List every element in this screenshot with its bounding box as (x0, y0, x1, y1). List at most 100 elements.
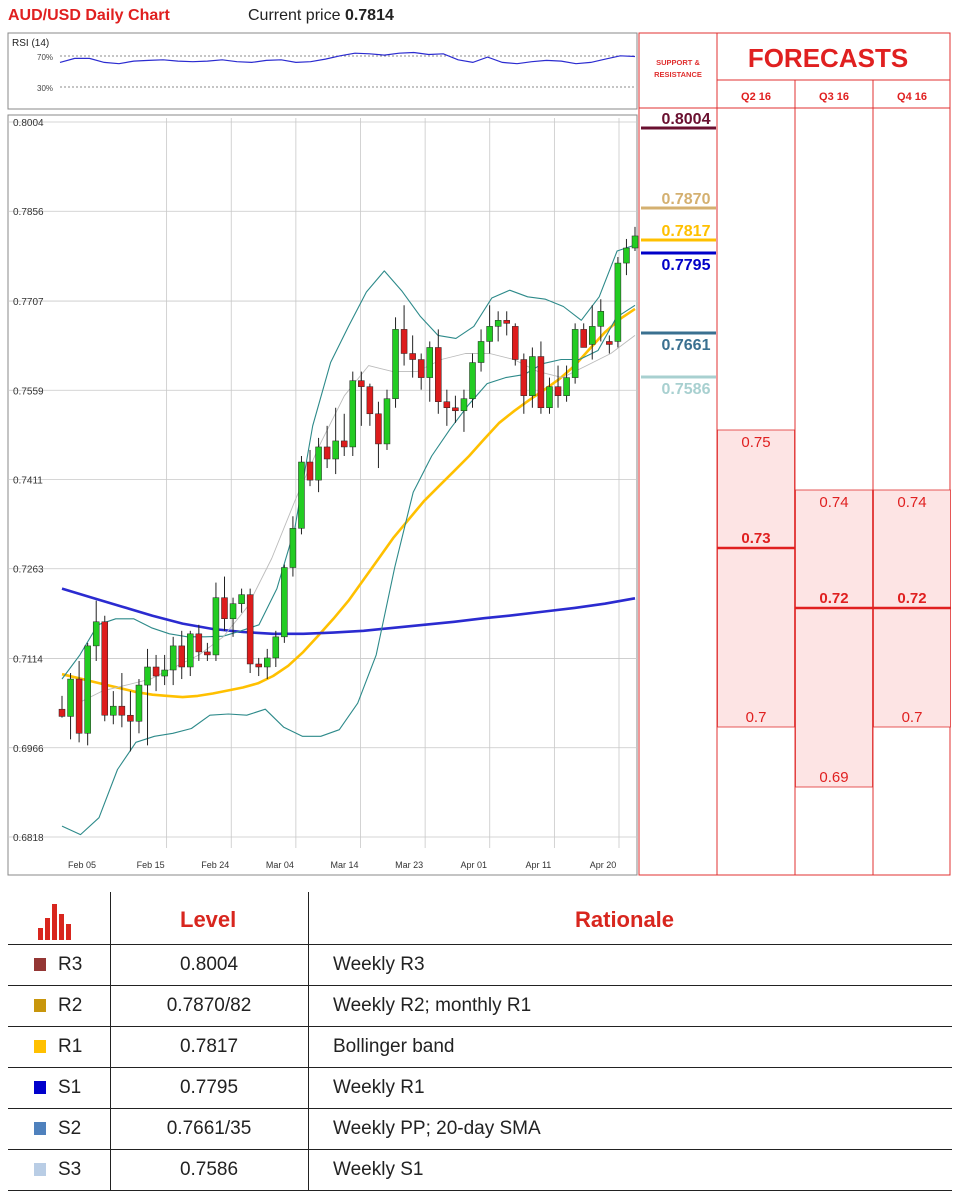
candle-body (606, 341, 613, 345)
candle-body (323, 446, 331, 460)
current-price-label: Current price (248, 7, 341, 24)
candle-body (264, 657, 271, 668)
sr-panel (638, 32, 718, 876)
level-color-swatch (34, 1040, 46, 1053)
sr-levels: 0.8004 0.7870 0.7817 0.7795 0.7661 0.7586 (641, 111, 716, 398)
candle-body (195, 633, 203, 653)
candle-body (92, 621, 100, 647)
candle-body (580, 329, 587, 348)
forecast-mid-label: 0.73 (741, 530, 770, 547)
y-tick-label: 0.7856 (13, 207, 44, 218)
x-tick-label: Feb 24 (201, 860, 229, 870)
table-row: R2 0.7870/82 Weekly R2; monthly R1 (8, 985, 952, 1027)
candle-body (332, 440, 339, 460)
candle-body (563, 377, 570, 396)
candle-body (289, 528, 297, 568)
candle-body (315, 446, 322, 481)
candle-body (298, 461, 305, 529)
forecast-quarter-label: Q4 16 (897, 91, 927, 103)
candle-body (383, 398, 391, 445)
candles (58, 226, 639, 752)
table-row: S3 0.7586 Weekly S1 (8, 1149, 952, 1191)
candle-body (392, 329, 399, 399)
candle-body (597, 311, 605, 327)
candle-body (161, 669, 168, 677)
y-tick-label: 0.7707 (13, 297, 44, 308)
forecast-high-label: 0.74 (897, 494, 926, 511)
candle-body (58, 708, 66, 717)
candle-body (571, 329, 579, 378)
forecast-quarter-label: Q3 16 (819, 91, 849, 103)
candle-body (537, 356, 545, 409)
level-swatch-cell (34, 1108, 46, 1149)
candle-body (375, 413, 382, 445)
header-rationale: Rationale (575, 907, 675, 932)
current-price-value: 0.7814 (344, 7, 394, 24)
level-color-swatch (34, 999, 46, 1012)
x-axis-ticks: Feb 05 Feb 15 Feb 24 Mar 04 Mar 14 Mar 23 Apr … (68, 860, 616, 870)
bar-chart-icon (38, 904, 78, 940)
forecast-columns: Q2 16 0.75 0.73 0.7 Q3 16 0.74 0.72 0.69 Q4 16 0.… (717, 91, 951, 788)
candle-body (494, 320, 502, 327)
forecast-quarter-label: Q2 16 (741, 91, 771, 103)
candle-body (84, 645, 91, 734)
forecast-low-label: 0.69 (819, 769, 848, 786)
forecast-high-label: 0.75 (741, 434, 770, 451)
forecast-low-label: 0.7 (902, 709, 923, 726)
level-color-swatch (34, 958, 46, 971)
candle-body (306, 461, 314, 481)
candle-body (272, 636, 280, 659)
candle-body (255, 663, 262, 668)
x-tick-label: Feb 05 (68, 860, 96, 870)
candle-body (417, 359, 425, 378)
table-header: Level Rationale (8, 892, 952, 945)
price-grid (8, 118, 637, 848)
sr-level-label: 0.7586 (662, 381, 711, 398)
candle-body (546, 386, 553, 409)
level-value: 0.7661/35 (166, 1117, 252, 1139)
y-tick-label: 0.8004 (13, 118, 44, 129)
candle-body (221, 597, 228, 620)
forecasts-title: FORECASTS (748, 43, 908, 73)
sr-level-label: 0.7817 (662, 223, 711, 240)
candle-body (631, 235, 639, 249)
candle-body (110, 705, 117, 716)
sr-title-line2: RESISTANCE (654, 70, 702, 79)
candle-body (588, 326, 596, 345)
level-name: R3 (58, 953, 83, 975)
candle-body (281, 567, 288, 638)
level-value: 0.8004 (179, 953, 239, 975)
sr-level-label: 0.7795 (662, 257, 711, 274)
price-panel (7, 114, 638, 876)
rsi-line (59, 51, 636, 65)
level-color-swatch (34, 1081, 46, 1094)
y-tick-label: 0.6818 (13, 833, 44, 844)
level-rationale: Weekly PP; 20-day SMA (333, 1117, 541, 1139)
sr-level-label: 0.7661 (662, 337, 711, 354)
candle-body (152, 666, 160, 677)
candle-body (512, 326, 519, 360)
level-value: 0.7586 (179, 1158, 239, 1180)
candle-body (529, 356, 536, 396)
candle-body (520, 359, 528, 396)
candle-body (101, 621, 109, 716)
indicator-line-1 (61, 587, 636, 636)
candle-body (187, 633, 194, 668)
x-tick-label: Feb 15 (137, 860, 165, 870)
rsi-label: RSI (14) (12, 38, 49, 49)
candle-body (366, 386, 374, 415)
candle-body (623, 247, 630, 264)
candle-body (169, 645, 177, 671)
current-price: Current price 0.7814 (248, 7, 394, 25)
candle-body (358, 380, 365, 387)
forecast-range-box (795, 489, 873, 788)
candle-body (460, 398, 468, 412)
table-row: S1 0.7795 Weekly R1 (8, 1067, 952, 1109)
sr-level-label: 0.8004 (662, 111, 711, 128)
candle-body (212, 597, 220, 656)
level-swatch-cell (34, 1026, 46, 1067)
candle-body (178, 645, 185, 668)
y-axis-ticks: 0.8004 0.7856 0.7707 0.7559 0.7411 0.7263 0.71… (13, 118, 44, 844)
forecast-high-label: 0.74 (819, 494, 848, 511)
candle-body (246, 594, 254, 665)
